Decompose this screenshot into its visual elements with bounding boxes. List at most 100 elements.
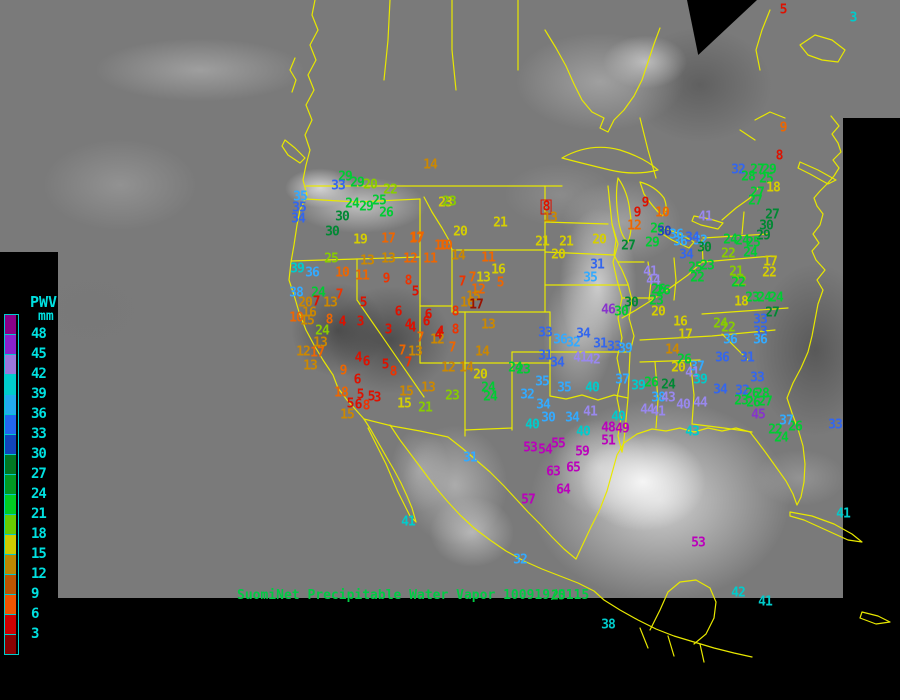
station-value: 11 [355,268,370,284]
legend-units: mm [38,309,54,324]
station-value: 15 [340,407,355,423]
station-value: 12 [430,332,445,348]
station-value: 40 [585,380,600,396]
station-value: 27 [748,193,763,209]
station-value: 18 [334,385,349,401]
coastline-pacific [304,0,319,166]
station-value: 49 [615,421,630,437]
legend-color-block [5,335,16,355]
station-value: 23 [745,290,760,306]
station-value: 15 [300,313,315,329]
legend-color-block [5,495,16,515]
station-value: 45 [751,407,766,423]
caption-text: SuomiNet Precipitable Water Vapor [237,588,496,603]
station-value: 36 [715,350,730,366]
station-value: 36 [305,265,320,281]
legend-color-block [5,595,16,615]
station-value: 37 [615,372,630,388]
station-value: 26 [651,282,666,298]
station-value: 14 [451,248,466,264]
station-value: 13 [476,270,491,286]
station-value: 13 [360,253,375,269]
station-value: 4 [434,327,443,343]
station-value: 34 [291,211,306,227]
station-value: 55 [551,436,566,452]
station-value: 17 [409,231,424,247]
legend-color-block [5,355,16,375]
station-value: 39 [618,341,633,357]
station-value: 17 [381,231,396,247]
station-value: 22 [721,246,736,262]
station-value: 22 [768,422,783,438]
station-value: 35 [292,200,307,216]
lake-erie [660,227,695,249]
station-value: 22 [732,274,747,290]
station-value: 9 [339,363,348,379]
station-value: 42 [731,585,746,601]
station-value: 27 [750,185,765,201]
station-value: 14 [475,344,490,360]
station-value: 41 [401,514,416,530]
cuba-outline [789,511,863,543]
station-value: 40 [676,397,691,413]
legend-label: 3 [31,626,40,642]
station-value: 34 [713,382,728,398]
station-value: 41 [698,209,713,225]
station-value: 31 [590,257,605,273]
station-value: 31 [740,350,755,366]
station-value: 43 [661,390,676,406]
station-value: 10 [655,205,670,221]
station-value: 39 [693,372,708,388]
station-value: 30 [541,410,556,426]
station-value: 34 [536,397,551,413]
station-value: 3 [373,390,382,406]
coastline-mexico [389,424,753,658]
station-value: 23 [442,194,457,210]
station-value: 9 [633,205,642,221]
station-value: 27 [621,238,636,254]
station-value: 35 [583,270,598,286]
station-value: 8 [404,273,413,289]
station-value: 20 [298,295,313,311]
lake-superior [561,146,659,174]
legend-color-block [5,515,16,535]
station-value: 20 [453,224,468,240]
station-value: 4 [338,314,347,330]
station-value: 44 [640,402,655,418]
station-value: 8 [451,304,460,320]
station-value: 16 [302,305,317,321]
legend-color-block [5,555,16,575]
station-value: 22 [731,275,746,291]
station-value: 32 [513,552,528,568]
station-value: 57 [521,492,536,508]
border-us-mexico [363,418,577,560]
station-value: 28 [741,169,756,185]
station-value: 33 [753,312,768,328]
legend-label: 30 [31,446,47,462]
station-value: 31 [593,336,608,352]
station-value: 33 [750,370,765,386]
station-value: 26 [788,419,803,435]
station-value: 29 [338,169,353,185]
station-value: 22 [721,320,736,336]
station-value: 9 [641,195,650,211]
station-value: 10 [438,238,453,254]
station-value: 13 [421,380,436,396]
station-value: 27 [765,207,780,223]
station-value: 23 [438,195,453,211]
station-value: 24 [483,389,498,405]
station-value: 21 [535,234,550,250]
legend-label: 9 [31,586,40,602]
station-value: 54 [538,442,553,458]
station-value: 8 [389,364,398,380]
station-value: 24 [743,245,758,261]
station-value: 13 [381,251,396,267]
station-value: 24 [508,360,523,376]
legend-label: 27 [31,466,47,482]
station-value: 41 [643,264,658,280]
station-value: 13 [313,335,328,351]
station-value: 34 [550,355,565,371]
station-value: 17 [678,327,693,343]
station-value: 23 [734,393,749,409]
